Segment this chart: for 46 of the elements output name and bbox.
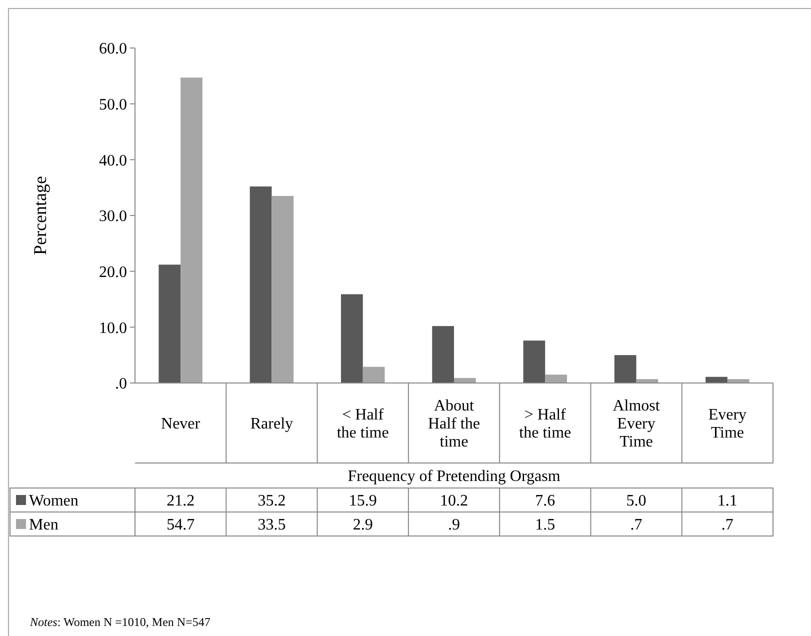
x-tick-label: Rarely: [250, 416, 294, 433]
bar: [362, 366, 385, 383]
data-label: 33.5: [258, 516, 286, 534]
data-label: 10.2: [440, 492, 468, 510]
data-label: 7.6: [535, 492, 556, 510]
data-label: 21.2: [166, 492, 195, 510]
data-label: 2.9: [352, 516, 373, 534]
x-tick-label: Every Time: [708, 406, 747, 442]
data-label: 35.2: [258, 492, 286, 510]
x-tick-label: About Half the time: [428, 398, 480, 451]
legend-label: Men: [29, 516, 58, 534]
y-tick-label: 50.0: [99, 96, 127, 114]
bar: [272, 196, 294, 383]
data-label: .9: [448, 516, 460, 534]
x-tick-label: > Half the time: [519, 406, 572, 442]
y-tick-label: 20.0: [99, 264, 127, 281]
data-label: 15.9: [348, 492, 377, 510]
x-tick-label: < Half the time: [336, 406, 389, 442]
data-label: 1.5: [535, 516, 556, 534]
bar: [180, 78, 202, 383]
data-label: 1.1: [717, 492, 738, 510]
y-tick-label: .0: [115, 376, 127, 393]
bar: [454, 378, 476, 383]
x-tick-label: Almost Every Time: [612, 398, 660, 451]
text: Notes: Women N =1010, Men N=547: [29, 615, 210, 629]
bar: [158, 264, 181, 383]
bar: [545, 374, 568, 383]
y-axis-title: Percentage: [30, 176, 50, 255]
y-tick-label: 60.0: [99, 40, 127, 58]
y-tick-label: 10.0: [99, 320, 127, 337]
data-label: 54.7: [166, 516, 195, 534]
bar: [523, 340, 546, 383]
y-tick-label: 40.0: [99, 152, 127, 170]
bar: [250, 186, 272, 383]
bar: [432, 326, 454, 383]
data-label: .7: [630, 516, 642, 534]
x-tick-label: Never: [161, 416, 201, 433]
bar: [614, 355, 636, 383]
bar: [340, 294, 363, 383]
data-label: .7: [721, 516, 734, 534]
data-label: 5.0: [626, 492, 646, 510]
legend-label: Women: [29, 492, 78, 510]
bar: [727, 379, 750, 383]
y-tick-label: 30.0: [99, 208, 127, 226]
bar: [706, 376, 728, 383]
x-axis-title: Frequency of Pretending Orgasm: [348, 468, 561, 486]
